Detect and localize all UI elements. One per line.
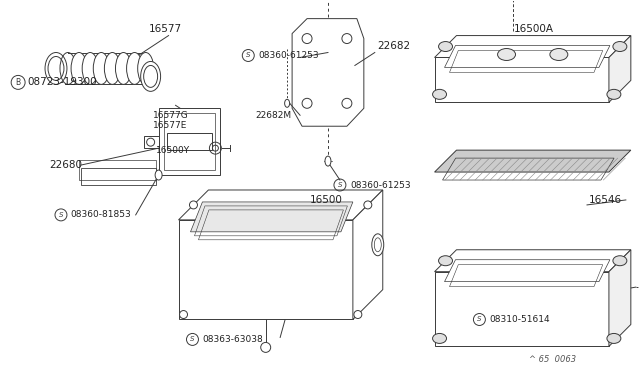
Circle shape bbox=[180, 311, 188, 318]
Ellipse shape bbox=[82, 52, 98, 84]
Ellipse shape bbox=[71, 52, 87, 84]
Ellipse shape bbox=[93, 52, 109, 84]
Ellipse shape bbox=[433, 89, 447, 99]
Polygon shape bbox=[445, 260, 610, 282]
Polygon shape bbox=[435, 272, 609, 346]
Ellipse shape bbox=[45, 52, 67, 84]
Polygon shape bbox=[609, 250, 631, 346]
Polygon shape bbox=[179, 220, 353, 320]
Text: 16577: 16577 bbox=[148, 23, 182, 33]
Polygon shape bbox=[143, 136, 159, 148]
Circle shape bbox=[354, 311, 362, 318]
Ellipse shape bbox=[325, 156, 331, 166]
Text: 16500: 16500 bbox=[310, 195, 343, 205]
Text: 08363-63038: 08363-63038 bbox=[202, 335, 263, 344]
Ellipse shape bbox=[155, 170, 162, 180]
Text: 08360-61253: 08360-61253 bbox=[350, 180, 410, 189]
Polygon shape bbox=[353, 190, 383, 320]
Ellipse shape bbox=[433, 333, 447, 343]
Text: 08723-19300: 08723-19300 bbox=[27, 77, 97, 87]
Text: S: S bbox=[59, 212, 63, 218]
Text: ^ 65  0063: ^ 65 0063 bbox=[529, 355, 577, 364]
Ellipse shape bbox=[372, 234, 384, 256]
Polygon shape bbox=[445, 45, 610, 67]
Ellipse shape bbox=[141, 61, 161, 92]
Text: S: S bbox=[338, 182, 342, 188]
Text: B: B bbox=[15, 78, 20, 87]
Text: S: S bbox=[246, 52, 250, 58]
Polygon shape bbox=[159, 108, 220, 175]
Ellipse shape bbox=[497, 48, 515, 61]
Ellipse shape bbox=[613, 256, 627, 266]
Ellipse shape bbox=[438, 256, 452, 266]
Ellipse shape bbox=[127, 52, 143, 84]
Text: 22680: 22680 bbox=[49, 160, 82, 170]
Text: S: S bbox=[477, 317, 482, 323]
Ellipse shape bbox=[115, 52, 131, 84]
Text: 22682M: 22682M bbox=[255, 111, 291, 120]
Ellipse shape bbox=[607, 89, 621, 99]
Ellipse shape bbox=[438, 42, 452, 51]
Polygon shape bbox=[435, 250, 631, 272]
Polygon shape bbox=[435, 150, 631, 172]
Ellipse shape bbox=[104, 52, 120, 84]
Polygon shape bbox=[191, 202, 353, 232]
Text: 16500A: 16500A bbox=[515, 23, 554, 33]
Ellipse shape bbox=[138, 52, 154, 84]
Polygon shape bbox=[179, 190, 383, 220]
Text: S: S bbox=[190, 336, 195, 342]
Text: 08360-61253: 08360-61253 bbox=[258, 51, 319, 60]
Polygon shape bbox=[435, 36, 631, 58]
Polygon shape bbox=[435, 58, 609, 102]
Text: 16500Y: 16500Y bbox=[156, 145, 189, 155]
Text: 08360-81853: 08360-81853 bbox=[70, 211, 131, 219]
Text: 08310-51614: 08310-51614 bbox=[490, 315, 550, 324]
Circle shape bbox=[364, 201, 372, 209]
Text: 16546: 16546 bbox=[589, 195, 622, 205]
Ellipse shape bbox=[550, 48, 568, 61]
Text: 16577G: 16577G bbox=[152, 111, 188, 120]
Circle shape bbox=[260, 342, 271, 352]
Text: 22682: 22682 bbox=[377, 41, 410, 51]
Polygon shape bbox=[609, 36, 631, 102]
Polygon shape bbox=[292, 19, 364, 126]
Text: 16577E: 16577E bbox=[152, 121, 187, 130]
Circle shape bbox=[189, 201, 198, 209]
Ellipse shape bbox=[285, 99, 290, 107]
Ellipse shape bbox=[613, 42, 627, 51]
Ellipse shape bbox=[607, 333, 621, 343]
